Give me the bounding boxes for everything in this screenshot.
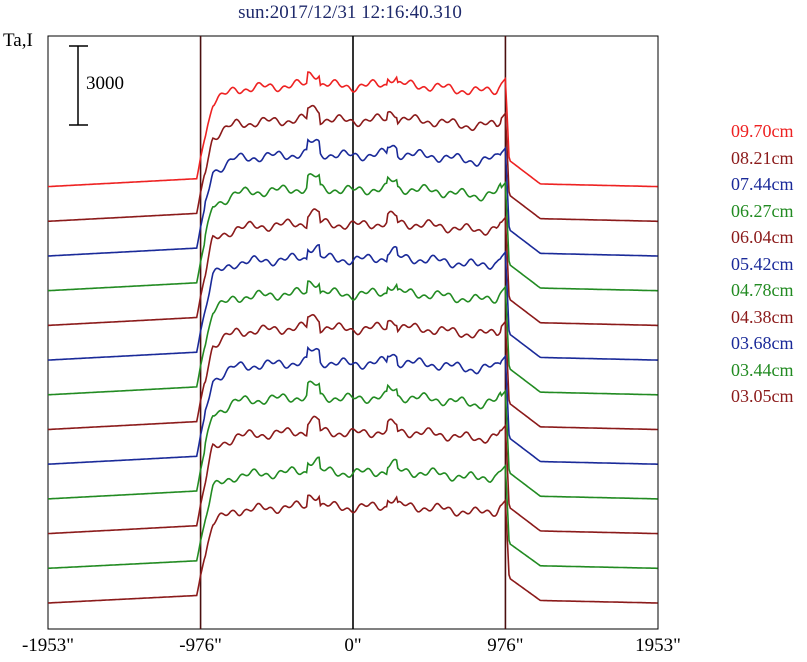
chart-title: sun:2017/12/31 12:16:40.310 [238, 2, 462, 23]
legend-entry: 03.44cm [731, 359, 794, 380]
legend-entry: 06.27cm [731, 200, 794, 221]
scale-bar [69, 45, 88, 126]
series-line [47, 313, 658, 431]
x-tick-label: 0" [344, 635, 362, 656]
series-line [47, 280, 658, 396]
x-tick-label: -1953" [21, 635, 75, 656]
series-line [47, 172, 658, 292]
series-line [47, 138, 658, 257]
legend-entry: 09.70cm [731, 121, 794, 141]
legend-entry: 06.04cm [731, 227, 794, 247]
legend-entry: 04.38cm [731, 306, 794, 327]
trace-group [47, 71, 658, 604]
scale-bar-label: 3000 [86, 73, 124, 94]
series-line [47, 494, 658, 604]
legend-entry: 07.44cm [731, 174, 794, 194]
series-line [47, 244, 658, 361]
legend-entry: 08.21cm [731, 147, 794, 168]
x-tick-label: -976" [179, 635, 222, 656]
legend-entry: 03.05cm [731, 386, 794, 406]
series-line [47, 456, 658, 570]
series-line [47, 345, 658, 465]
x-tick-label: 976" [487, 635, 524, 656]
x-tick-label: 1953" [635, 635, 681, 656]
legend: 09.70cm 08.21cm 07.44cm 06.27cm 06.04cm 05.42… [731, 118, 794, 410]
y-axis-label: Ta,I [3, 30, 33, 51]
legend-entry: 04.78cm [731, 280, 794, 300]
legend-entry: 03.68cm [731, 333, 794, 353]
series-line [47, 380, 658, 500]
series-line [47, 208, 658, 327]
vertical-lines [199, 36, 507, 629]
series-line [47, 104, 658, 223]
legend-entry: 05.42cm [731, 253, 794, 274]
series-line [47, 71, 658, 188]
series-line [47, 415, 658, 535]
